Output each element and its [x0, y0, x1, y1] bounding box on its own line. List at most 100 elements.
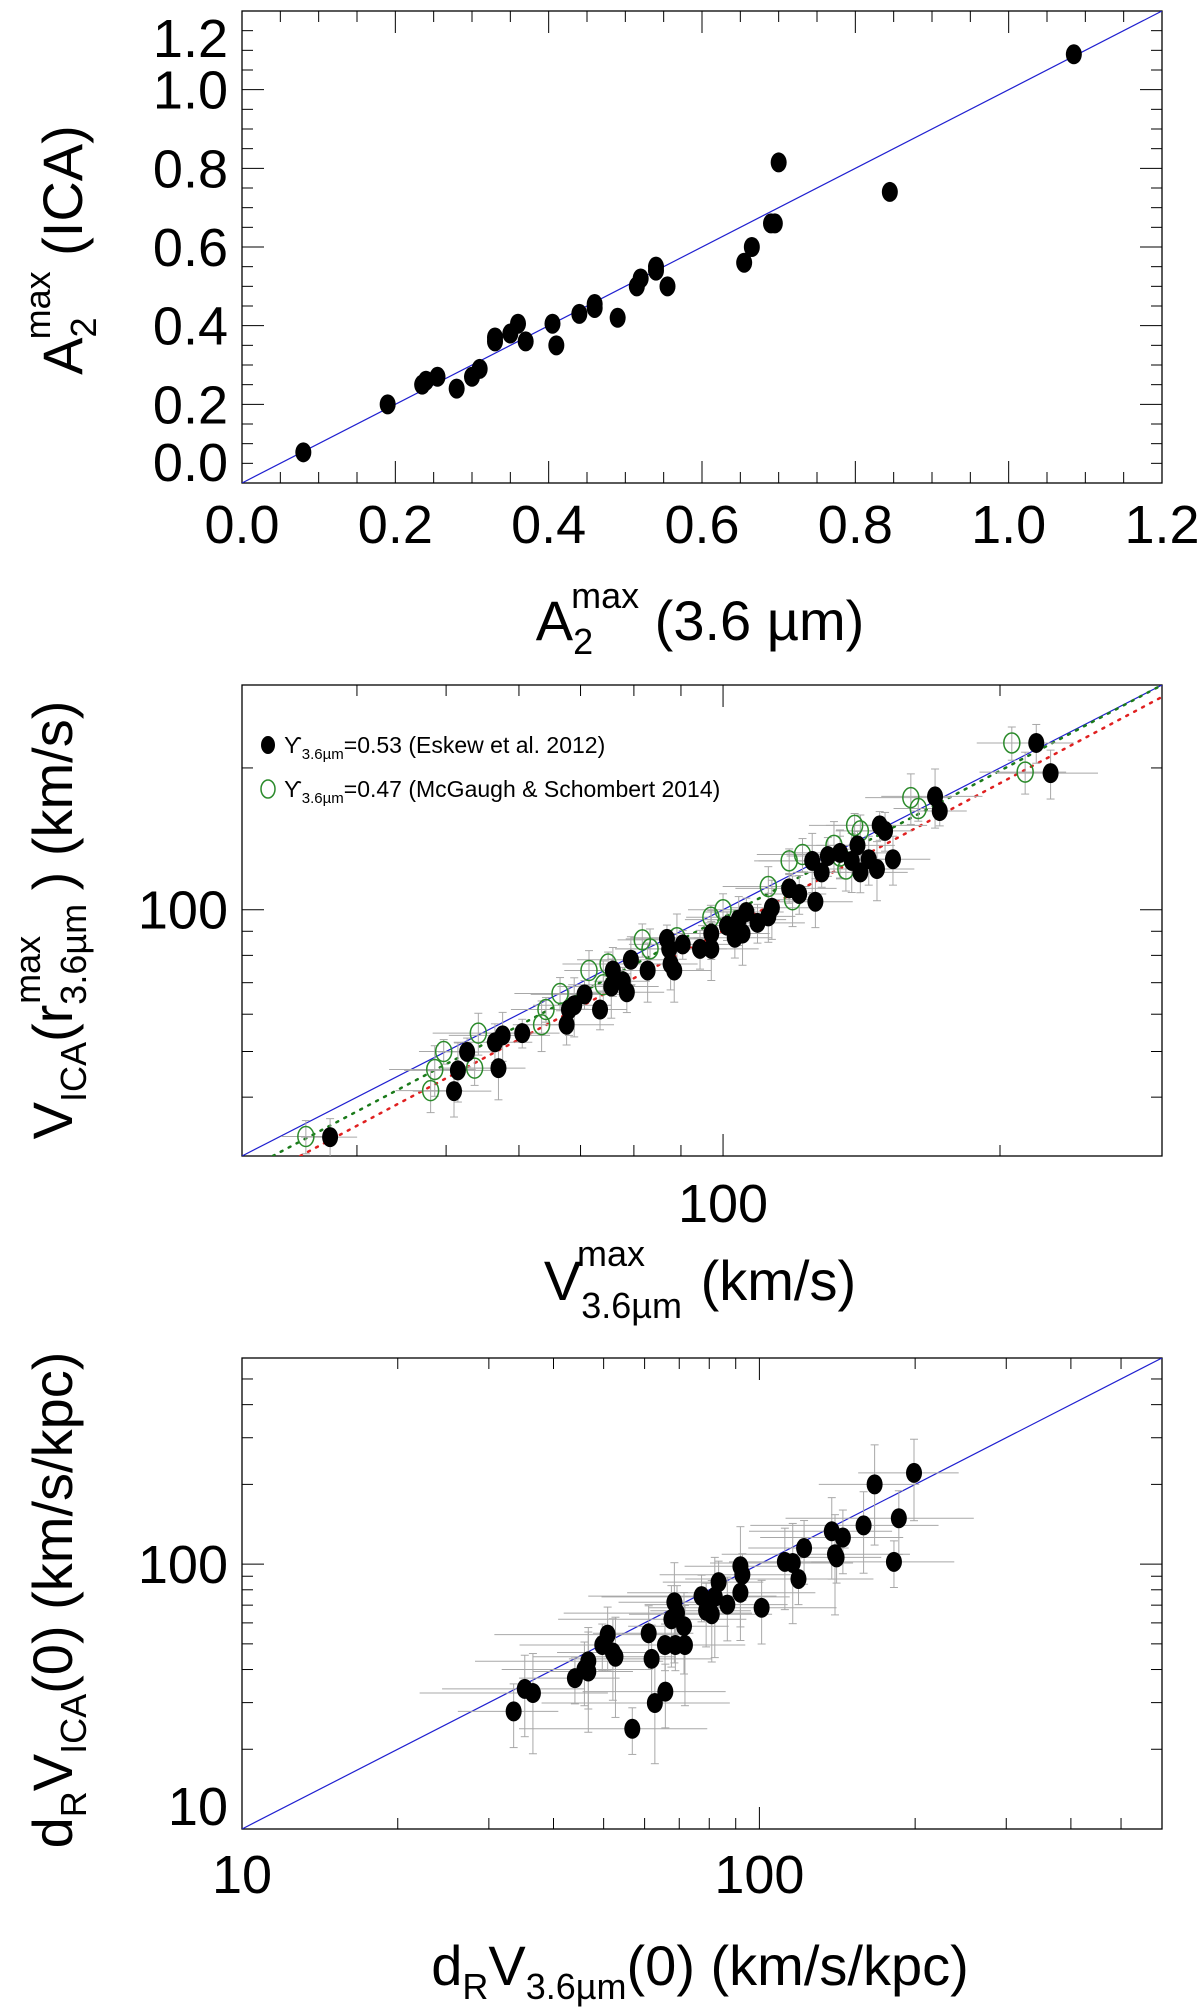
data-point-open [1016, 761, 1034, 783]
data-point [819, 846, 836, 867]
data-point [517, 331, 534, 352]
data-point-open [845, 814, 864, 837]
data-point [487, 327, 503, 348]
plot-frame [241, 684, 1163, 1157]
data-point [295, 442, 312, 463]
data-point-open [551, 982, 569, 1005]
y-tick-label: 1.0 [153, 61, 228, 121]
data-point [885, 1551, 902, 1572]
data-point [1042, 763, 1059, 784]
y-tick-label: 10 [168, 1777, 228, 1837]
data-point [490, 1058, 507, 1079]
data-point [736, 252, 753, 273]
legend-marker-open [260, 779, 276, 799]
data-point [692, 938, 709, 959]
legend-entry-1: ϒ3.6µm=0.53 (Eskew et al. 2012) [284, 732, 605, 763]
data-point [676, 1635, 693, 1656]
x-axis-title-1: A2max (3.6 µm) [536, 575, 865, 662]
data-point [558, 1014, 575, 1035]
data-point [906, 1462, 923, 1483]
y-axis-title-2: VICA(r3.6µmmax ) (km/s) [7, 701, 94, 1140]
data-point [592, 999, 609, 1020]
data-point [580, 1661, 597, 1682]
x-tick-label: 0.6 [664, 495, 739, 555]
data-point [379, 394, 396, 415]
x-tick-label: 10 [212, 1845, 272, 1905]
data-point [609, 307, 626, 328]
data-point [659, 276, 676, 297]
data-point [703, 938, 720, 959]
data-point [890, 1508, 907, 1529]
data-point [632, 268, 649, 289]
y-tick-label: 0.8 [153, 139, 228, 199]
plot-area [242, 685, 1162, 1156]
y-tick-label: 0.6 [153, 218, 228, 278]
legend-marker-filled [261, 736, 275, 754]
data-point [763, 897, 780, 918]
data-point [449, 1060, 466, 1081]
data-point [607, 1646, 624, 1667]
x-tick-label: 0.0 [204, 495, 279, 555]
data-point [676, 1616, 693, 1637]
data-point-open [426, 1058, 444, 1081]
data-point-open [469, 1022, 488, 1044]
data-point [719, 1594, 736, 1615]
data-point [624, 1718, 641, 1739]
data-point [471, 358, 488, 379]
panel-gradient: 10 100 10 100 [138, 1357, 1163, 1905]
data-point [884, 849, 901, 870]
data-point [599, 1624, 616, 1645]
data-point [734, 923, 751, 944]
data-point [494, 1025, 511, 1046]
data-point [703, 923, 720, 944]
y-axis-title-1: A2max (ICA) [17, 125, 104, 375]
y-axis-title-3: dRVICA(0) (km/s/kpc) [21, 1352, 94, 1849]
data-point [813, 862, 830, 883]
fit-green-line [271, 685, 1162, 1156]
data-point [586, 297, 603, 318]
x-axis-title-2: V3.6µmmax (km/s) [544, 1233, 856, 1326]
data-point [548, 335, 565, 356]
data-point [639, 960, 656, 981]
x-tick-label: 0.4 [511, 495, 586, 555]
data-point-open [537, 998, 555, 1021]
data-point [576, 984, 593, 1005]
data-point [703, 1604, 720, 1625]
y-tick-label: 0.0 [153, 433, 228, 493]
data-point [710, 1572, 727, 1593]
data-point [734, 1564, 751, 1585]
data-point [796, 1538, 813, 1559]
data-point-open [759, 875, 778, 898]
data-point [877, 820, 894, 841]
data-point [666, 960, 683, 981]
data-point-open [909, 797, 928, 820]
data-point-open [532, 1013, 551, 1036]
data-point [674, 934, 691, 955]
x-tick-label: 100 [678, 1174, 768, 1234]
data-point [622, 949, 639, 970]
data-point [831, 842, 848, 863]
data-point [1028, 732, 1045, 753]
panel-vmax: 100 100 [138, 684, 1163, 1234]
panel-a2max: 0.0 0.2 0.4 0.6 0.8 1.0 1.20.00.20.40.60.81.01… [153, 9, 1200, 555]
data-point [571, 303, 588, 324]
legend-entry-2: ϒ3.6µm=0.47 (McGaugh & Schombert 2014) [284, 776, 720, 807]
data-point [732, 1582, 749, 1603]
y-tick-label: 1.2 [153, 9, 228, 69]
data-point [743, 237, 760, 257]
data-point [618, 982, 635, 1003]
data-point [849, 835, 866, 856]
identity-line [242, 11, 1162, 483]
data-point [784, 1552, 801, 1573]
data-point [524, 1683, 541, 1704]
x-axis-title-3: dRV3.6µm(0) (km/s/kpc) [431, 1934, 969, 2007]
legend: ϒ3.6µm=0.53 (Eskew et al. 2012) ϒ3.6µm=0… [260, 732, 720, 807]
data-point [881, 181, 898, 202]
data-point-open [1003, 732, 1021, 754]
data-point-open [641, 938, 659, 960]
data-point [766, 213, 783, 234]
x-tick-label: 1.2 [1124, 495, 1199, 555]
y-tick-label: 0.4 [153, 297, 228, 357]
data-point [931, 801, 948, 822]
